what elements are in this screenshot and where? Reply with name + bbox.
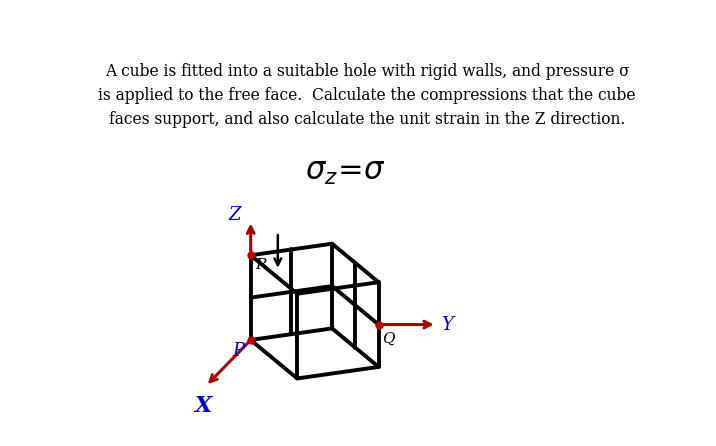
Text: $\sigma_z\!=\!\sigma$: $\sigma_z\!=\!\sigma$ (305, 158, 386, 187)
Text: Y: Y (441, 316, 453, 334)
Text: Z: Z (229, 206, 241, 224)
Text: Q: Q (382, 332, 395, 346)
Text: A cube is fitted into a suitable hole with rigid walls, and pressure σ
is applie: A cube is fitted into a suitable hole wi… (98, 63, 636, 128)
Text: P: P (233, 342, 244, 359)
Text: X: X (194, 396, 211, 417)
Text: R: R (256, 258, 267, 273)
